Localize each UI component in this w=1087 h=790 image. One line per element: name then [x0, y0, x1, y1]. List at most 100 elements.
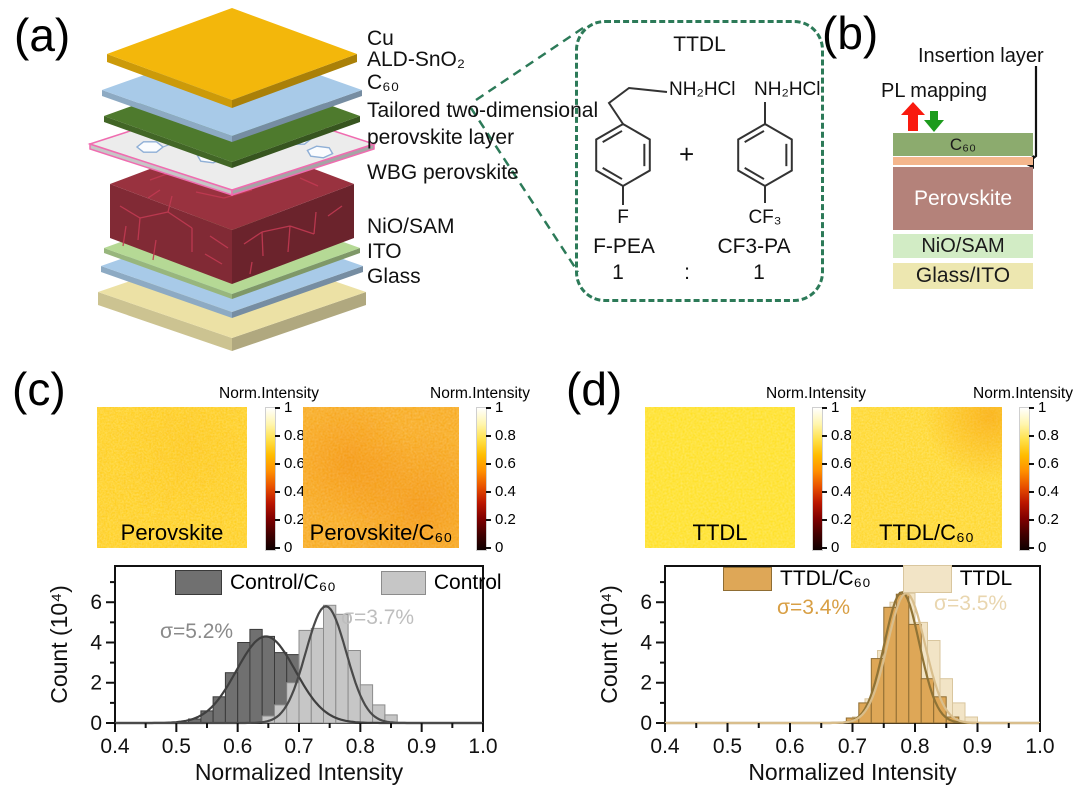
insertion-layer-label: Insertion layer [918, 45, 1044, 67]
colorbar-tick-label: 1 [284, 399, 293, 416]
colorbar-tick-label: 1 [831, 399, 840, 416]
colorbar-tick-label: 0.2 [1038, 511, 1059, 528]
svg-text:2: 2 [90, 672, 102, 695]
colorbar-tick [1029, 463, 1034, 465]
colorbar-tick [1029, 547, 1034, 549]
colorbar-title: Norm.Intensity [219, 385, 319, 402]
sigma-control-c60: σ=5.2% [160, 620, 234, 643]
plus-sign: + [679, 139, 695, 169]
legend-item-ttdl-c60: TTDL/C₆₀ [723, 567, 871, 591]
amine-group-right: NH₂HCl [754, 79, 821, 100]
svg-text:Normalized Intensity: Normalized Intensity [748, 759, 957, 785]
legend-label: TTDL [959, 567, 1013, 590]
map-tint [851, 407, 1002, 548]
pl-map-ttdl-c60: TTDL/C₆₀ [851, 407, 1002, 548]
pl-map-ttdl: TTDL [645, 407, 795, 548]
legend-swatch [902, 565, 952, 593]
panel-letter-b: (b) [822, 7, 879, 59]
ratio-colon: : [684, 261, 690, 284]
colorbar-tick [486, 463, 491, 465]
histogram-legend: Control/C₆₀ Control [175, 570, 502, 595]
colorbar-tick [275, 491, 280, 493]
svg-text:0.5: 0.5 [162, 735, 191, 758]
legend-swatch [723, 567, 772, 591]
pl-map-perovskite-c60: Perovskite/C₆₀ [303, 407, 459, 548]
colorbar-tick-label: 0.2 [284, 511, 305, 528]
colorbar-tick-label: 0 [495, 539, 504, 556]
svg-text:6: 6 [90, 591, 102, 614]
svg-text:0.7: 0.7 [284, 735, 313, 758]
stack-label-tdl-2: perovskite layer [367, 126, 515, 149]
device-stack-illustration [87, 8, 587, 351]
svg-text:6: 6 [640, 591, 652, 614]
svg-text:0.8: 0.8 [900, 735, 929, 758]
molecule-structures [595, 86, 793, 205]
svg-text:Normalized Intensity: Normalized Intensity [195, 759, 404, 785]
colorbar-tick [275, 463, 280, 465]
colorbar: 1 0.8 0.6 0.4 0.2 0 [812, 399, 874, 556]
panel-letter-a: (a) [14, 9, 71, 61]
svg-text:0.9: 0.9 [407, 735, 436, 758]
substituent-cf3: CF₃ [748, 207, 782, 228]
pl-map-perovskite: Perovskite [97, 407, 247, 548]
colorbar-tick-label: 0 [1038, 539, 1047, 556]
colorbar: 1 0.8 0.6 0.4 0.2 0 [1019, 399, 1081, 556]
colorbar-tick [486, 491, 491, 493]
stack-label-tdl-1: Tailored two-dimensional [367, 99, 599, 122]
colorbar-tick [486, 519, 491, 521]
svg-text:Count (10⁴): Count (10⁴) [46, 585, 72, 704]
b-layer-nio-sam: NiO/SAM [893, 234, 1033, 258]
stack-label-cu: Cu [367, 27, 394, 50]
svg-text:0.4: 0.4 [100, 735, 130, 758]
pl-map-label: TTDL [692, 520, 748, 545]
pl-map-label: TTDL/C₆₀ [878, 520, 974, 545]
sigma-ttdl-c60: σ=3.4% [777, 596, 851, 619]
colorbar-tick [822, 491, 827, 493]
colorbar-tick [1029, 519, 1034, 521]
colorbar-tick [486, 547, 491, 549]
colorbar-tick [275, 435, 280, 437]
colorbar-gradient [476, 407, 487, 551]
pl-sample-stack: C₆₀ Perovskite NiO/SAM Glass/ITO [893, 133, 1033, 289]
histogram-legend: TTDL/C₆₀ TTDL [723, 565, 1012, 593]
svg-text:0: 0 [640, 712, 652, 735]
colorbar-title: Norm.Intensity [766, 385, 866, 402]
colorbar-tick-label: 0.2 [831, 511, 852, 528]
svg-text:2: 2 [640, 672, 652, 695]
ratio-left: 1 [612, 261, 624, 284]
molecule-name-cf3pa: CF3-PA [717, 235, 791, 258]
substituent-f: F [617, 207, 629, 228]
stack-label-nio: NiO/SAM [367, 215, 455, 238]
colorbar-tick-label: 0.6 [831, 455, 852, 472]
colorbar-tick-label: 0.6 [1038, 455, 1059, 472]
pl-map-label: Perovskite/C₆₀ [309, 520, 453, 545]
svg-text:4: 4 [640, 631, 652, 654]
colorbar-tick-label: 0.4 [831, 483, 852, 500]
colorbar-tick [1029, 435, 1034, 437]
legend-label: TTDL/C₆₀ [780, 567, 871, 590]
legend-item-control: Control [380, 570, 502, 595]
map-tint [97, 407, 247, 548]
colorbar-tick [275, 407, 280, 409]
stack-label-glass: Glass [367, 265, 421, 288]
colorbar-tick [822, 435, 827, 437]
colorbar-tick-label: 0.2 [495, 511, 516, 528]
ratio-right: 1 [753, 261, 765, 284]
map-tint [303, 407, 459, 548]
panel-letter-c: (c) [12, 363, 66, 415]
colorbar-tick-label: 0.4 [1038, 483, 1059, 500]
svg-text:Count (10⁴): Count (10⁴) [596, 585, 622, 704]
colorbar-tick-label: 0.8 [284, 427, 305, 444]
svg-text:4: 4 [90, 631, 102, 654]
colorbar-tick [275, 547, 280, 549]
legend-item-control-c60: Control/C₆₀ [175, 570, 336, 595]
svg-text:0.8: 0.8 [346, 735, 375, 758]
colorbar-tick [1029, 491, 1034, 493]
colorbar-tick-label: 0.6 [284, 455, 305, 472]
legend-item-ttdl: TTDL [902, 565, 1013, 593]
colorbar-tick [822, 407, 827, 409]
colorbar-tick-label: 0.6 [495, 455, 516, 472]
colorbar-tick-label: 0 [831, 539, 840, 556]
b-layer-glass-ito: Glass/ITO [893, 263, 1033, 289]
